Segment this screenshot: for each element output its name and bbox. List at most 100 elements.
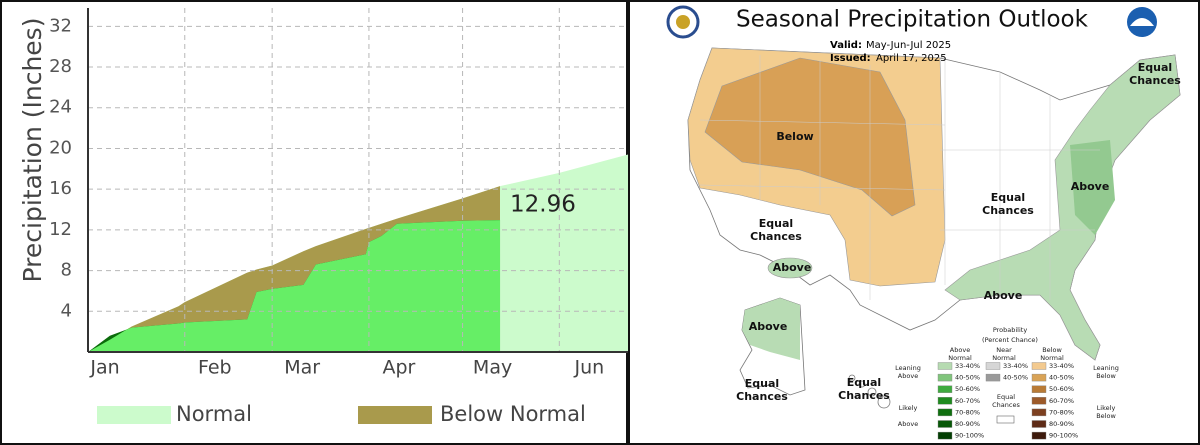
- below-core: [704, 57, 916, 217]
- issued: April 17, 2025: [876, 53, 947, 64]
- valid-label: Valid:: [830, 40, 862, 51]
- map-label: Chances: [750, 230, 802, 243]
- above-region: [767, 257, 813, 279]
- above-core: [1070, 140, 1115, 235]
- map-label: Equal: [745, 377, 779, 390]
- legend-range: 90-100%: [955, 432, 984, 440]
- legend-range: 40-50%: [955, 374, 980, 382]
- legend-range: 80-90%: [955, 420, 980, 428]
- legend-side: Leaning: [1093, 364, 1119, 372]
- legend-swatch: [937, 420, 953, 428]
- y-tick-label: 4: [61, 300, 72, 321]
- map-label: Chances: [982, 204, 1034, 217]
- data-label: 12.96: [510, 192, 576, 218]
- legend-swatch: [97, 406, 171, 424]
- y-tick-label: 20: [49, 137, 72, 158]
- observed-area: [88, 220, 501, 352]
- legend-title: Probability: [993, 326, 1028, 334]
- y-tick-label: 32: [49, 15, 72, 36]
- legend-swatch: [985, 362, 1001, 370]
- x-tick-label: May: [473, 357, 512, 379]
- alaska-above: [742, 298, 800, 360]
- map-title: Seasonal Precipitation Outlook: [736, 7, 1089, 33]
- legend-range: 80-90%: [1049, 420, 1074, 428]
- legend-title: (Percent Chance): [982, 336, 1038, 344]
- map-label: Below: [776, 130, 813, 143]
- above-region: [944, 54, 1181, 361]
- legend-side: Likely: [1097, 404, 1116, 412]
- legend-swatch: [1031, 373, 1047, 382]
- legend-swatch: [1031, 408, 1047, 417]
- map-label: Equal: [847, 376, 881, 389]
- map-label: Equal: [991, 191, 1025, 204]
- legend-range: 33-40%: [955, 362, 980, 370]
- legend-label: Normal: [176, 402, 252, 426]
- legend-range: 40-50%: [1049, 374, 1074, 382]
- legend-equal: Equal: [997, 393, 1015, 401]
- legend-swatch: [937, 373, 953, 382]
- legend-equal: Chances: [992, 401, 1020, 409]
- legend-side: Below: [1096, 412, 1116, 420]
- valid: May-Jun-Jul 2025: [866, 40, 951, 51]
- legend-header: Above: [950, 346, 970, 354]
- legend-swatch: [1031, 420, 1047, 428]
- logo: [676, 15, 690, 29]
- legend-swatch: [937, 431, 953, 440]
- legend-swatch: [937, 397, 953, 405]
- y-tick-label: 16: [49, 178, 72, 199]
- legend-header: Near: [996, 346, 1012, 354]
- legend-side: Likely: [899, 404, 918, 412]
- map-label: Chances: [838, 389, 890, 402]
- map-label: Equal: [1138, 61, 1172, 74]
- y-tick-label: 12: [49, 219, 72, 240]
- hawaii: [848, 374, 891, 409]
- logo: [1130, 18, 1154, 26]
- map: [666, 5, 1181, 409]
- legend-side: Below: [1096, 372, 1116, 380]
- map-label: Equal: [759, 217, 793, 230]
- map-label: Above: [984, 289, 1023, 302]
- map-label: Above: [1071, 180, 1110, 193]
- legend-range: 33-40%: [1003, 362, 1028, 370]
- legend-swatch: [937, 385, 953, 393]
- x-tick-label: Feb: [198, 357, 232, 379]
- legend-swatch: [937, 408, 953, 417]
- legend-range: 60-70%: [955, 397, 980, 405]
- legend-swatch: [996, 415, 1015, 424]
- state-lines: [699, 55, 1100, 300]
- legend-range: 50-60%: [1049, 385, 1074, 393]
- issued-label: Issued:: [830, 53, 871, 64]
- map-label: Chances: [1129, 74, 1181, 87]
- legend-range: 90-100%: [1049, 432, 1078, 440]
- x-tick-label: Apr: [382, 357, 415, 379]
- legend-side: Above: [898, 372, 918, 380]
- legend-swatch: [1031, 431, 1047, 440]
- y-tick-label: 28: [49, 56, 72, 77]
- y-axis-label: Precipitation (Inches): [18, 18, 47, 283]
- legend-swatch: [937, 362, 953, 370]
- y-tick-label: 8: [61, 260, 72, 281]
- map-label: Chances: [736, 390, 788, 403]
- legend-side: Leaning: [895, 364, 921, 372]
- legend-swatch: [358, 406, 432, 424]
- legend-swatch: [1031, 362, 1047, 370]
- legend-range: 70-80%: [955, 408, 980, 416]
- y-tick-label: 24: [49, 97, 72, 118]
- legend-side: Above: [898, 420, 918, 428]
- legend-swatch: [1031, 385, 1047, 393]
- map-label: Above: [749, 320, 788, 333]
- legend-header: Normal: [948, 354, 972, 362]
- legend-range: 70-80%: [1049, 408, 1074, 416]
- legend-range: 60-70%: [1049, 397, 1074, 405]
- legend-swatch: [1031, 397, 1047, 405]
- map-label: Above: [773, 261, 812, 274]
- legend-header: Below: [1042, 346, 1062, 354]
- plot: [88, 154, 628, 352]
- x-tick-label: Mar: [284, 357, 320, 379]
- legend-header: Normal: [1040, 354, 1064, 362]
- legend-range: 50-60%: [955, 385, 980, 393]
- legend-swatch: [985, 373, 1001, 382]
- x-tick-label: Jan: [89, 357, 119, 379]
- legend-range: 40-50%: [1003, 374, 1028, 382]
